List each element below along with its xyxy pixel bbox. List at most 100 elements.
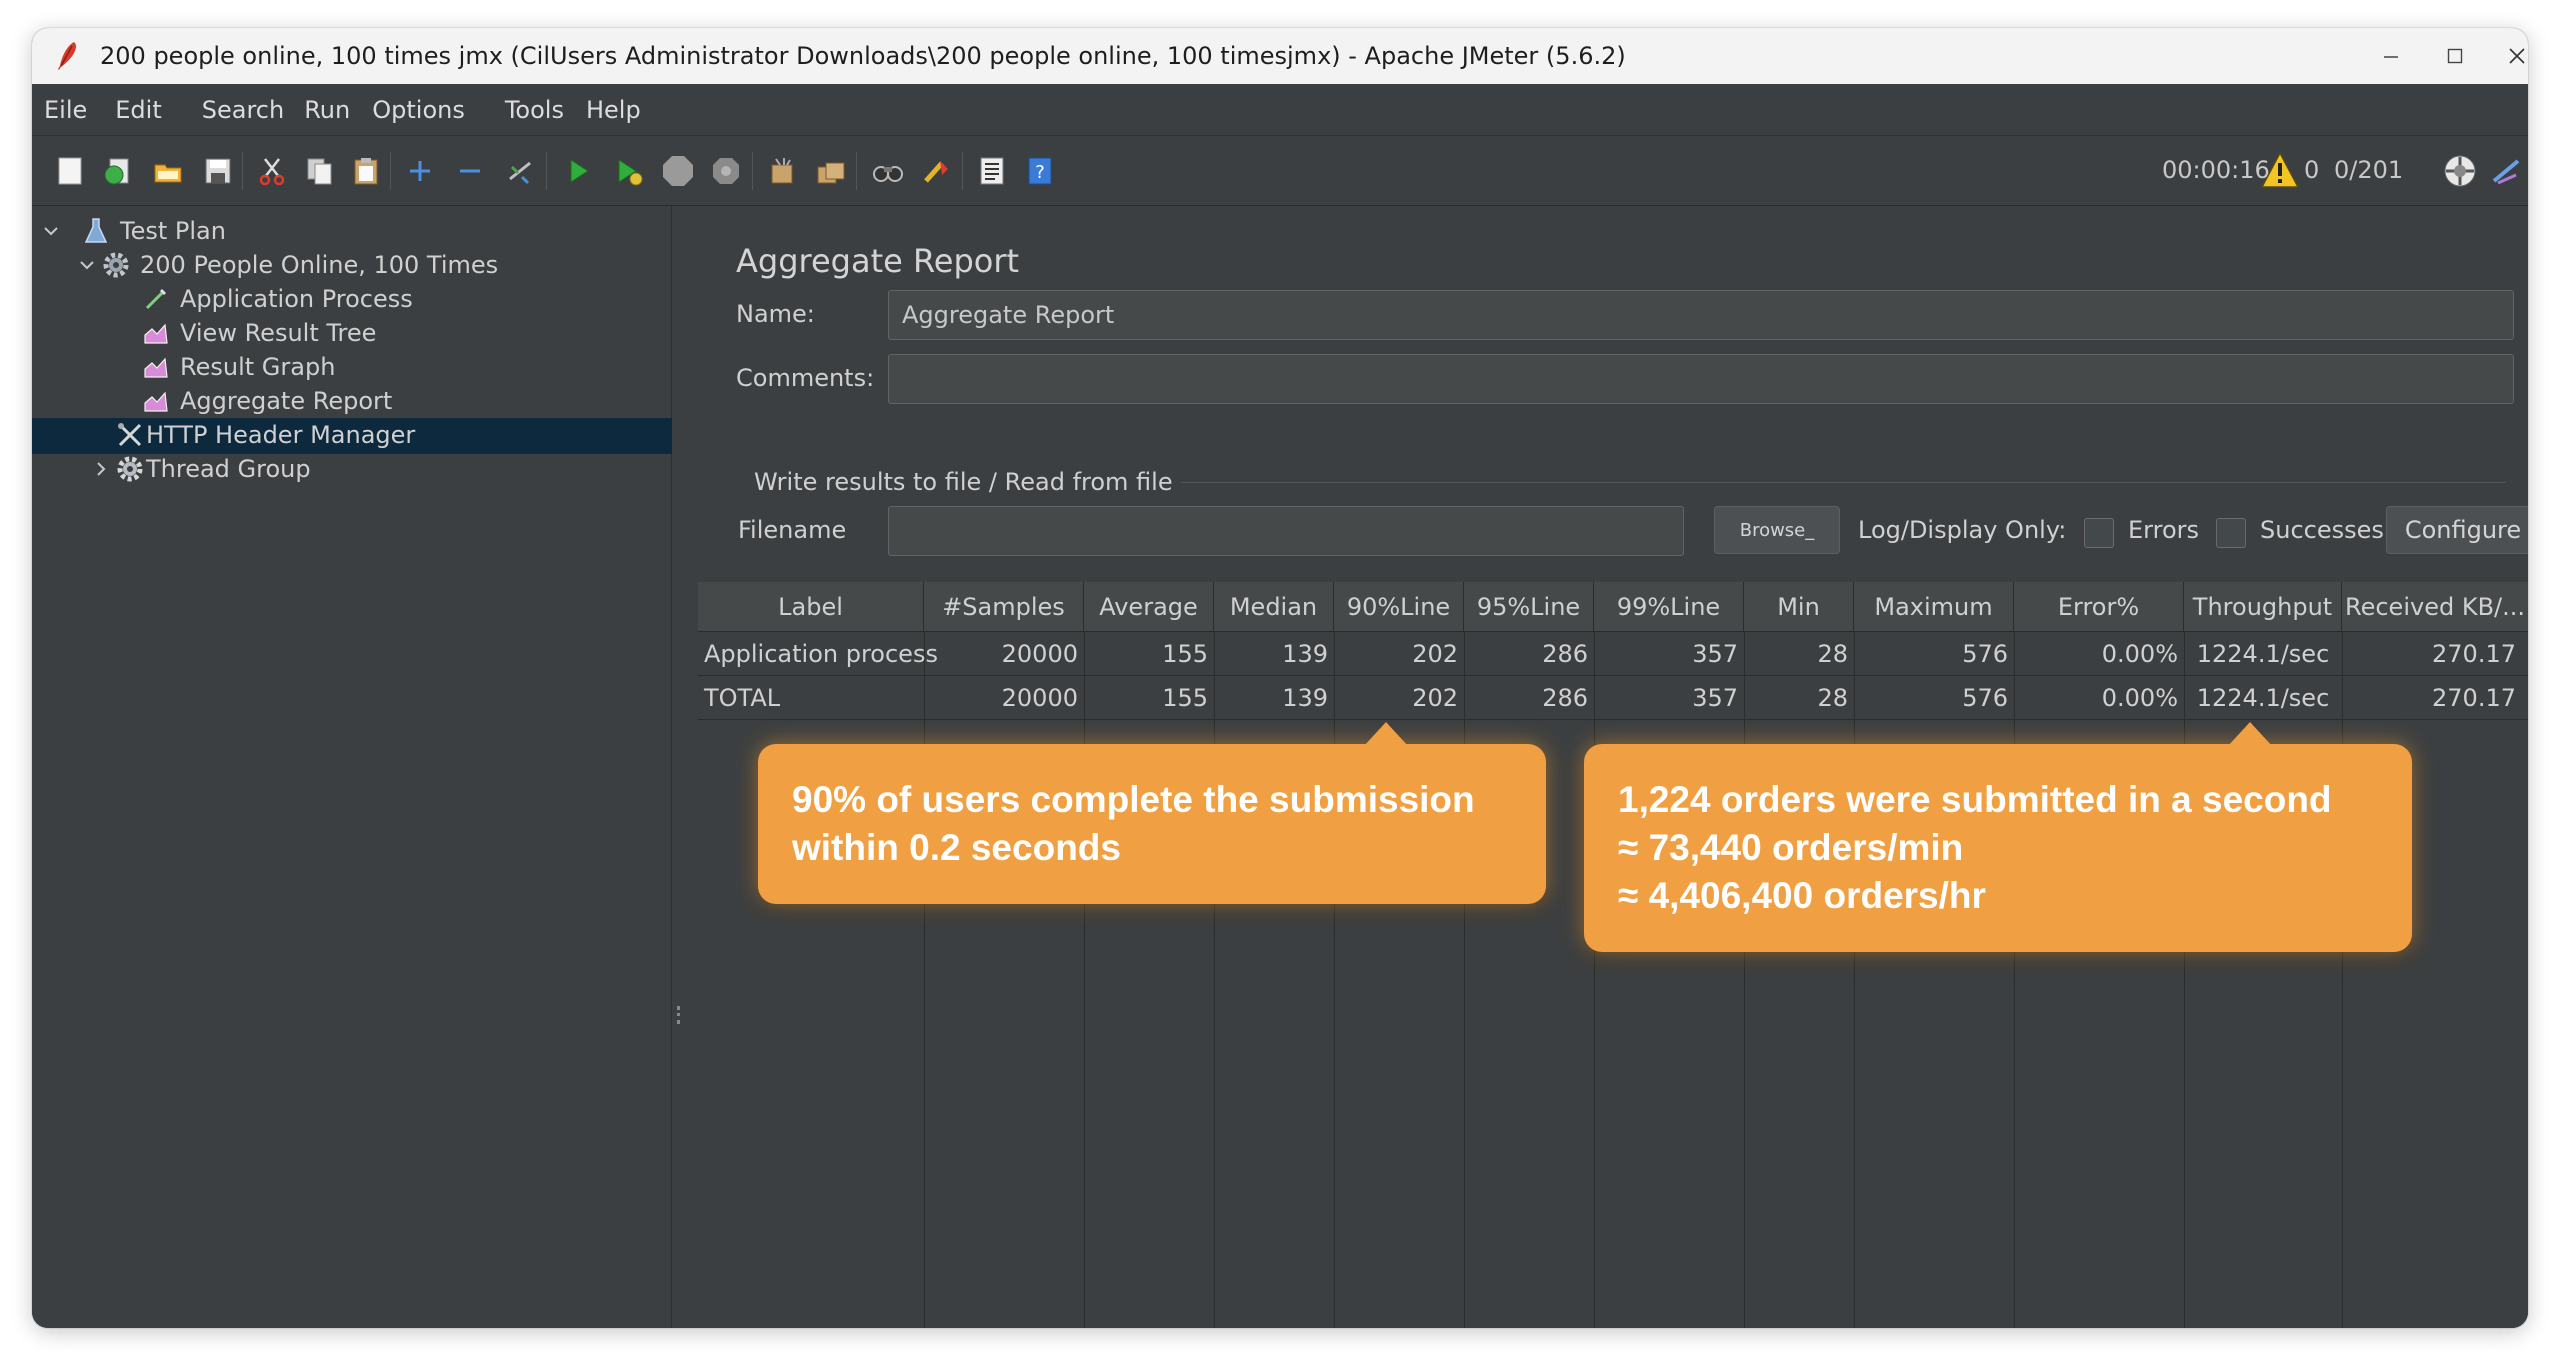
- new-icon[interactable]: [52, 153, 88, 189]
- gear-icon: [116, 455, 144, 483]
- column-header-throughput[interactable]: Throughput: [2184, 582, 2342, 632]
- copy-icon[interactable]: [302, 153, 338, 189]
- sampler-pen-icon: [142, 285, 170, 313]
- shutdown-icon[interactable]: [708, 153, 744, 189]
- listener-chart-icon: [142, 387, 170, 415]
- configure-button[interactable]: Configure: [2386, 506, 2528, 554]
- reset-search-icon[interactable]: [918, 153, 954, 189]
- menu-file[interactable]: Eile: [44, 95, 88, 124]
- filename-field[interactable]: [888, 506, 1684, 556]
- search-icon[interactable]: [870, 153, 906, 189]
- name-field[interactable]: Aggregate Report: [888, 290, 2514, 340]
- comments-field[interactable]: [888, 354, 2514, 404]
- cell-error: 0.00%: [2101, 640, 2178, 668]
- splitter-grip[interactable]: [677, 1006, 680, 1024]
- collapse-icon[interactable]: [452, 153, 488, 189]
- callout-line: 90% of users complete the submission: [792, 779, 1475, 820]
- column-header-min[interactable]: Min: [1744, 582, 1854, 632]
- chevron-down-icon[interactable]: [76, 254, 98, 276]
- panel-title: Aggregate Report: [736, 242, 1020, 280]
- title-bar: 200 people online, 100 times jmx (CilUse…: [32, 28, 2528, 84]
- tree-node-application-process[interactable]: Application Process: [142, 282, 413, 316]
- callout-pointer: [1364, 722, 1408, 746]
- tree-node-aggregate-report[interactable]: Aggregate Report: [142, 384, 392, 418]
- clear-all-icon[interactable]: [812, 153, 848, 189]
- table-row[interactable]: Application process 20000 155 139 202 28…: [698, 632, 2528, 676]
- tree-node-thread-group[interactable]: Thread Group: [97, 452, 311, 486]
- help-icon[interactable]: ?: [1022, 153, 1058, 189]
- menu-tools[interactable]: Tools: [504, 95, 564, 124]
- listener-chart-icon: [142, 319, 170, 347]
- table-row-total[interactable]: TOTAL 20000 155 139 202 286 357 28 576 0…: [698, 676, 2528, 720]
- column-divider: [2342, 632, 2343, 1328]
- cell-maximum: 576: [1962, 640, 2008, 668]
- errors-label: Errors: [2128, 516, 2200, 544]
- column-header-90line[interactable]: 90%Line: [1334, 582, 1464, 632]
- chevron-down-icon[interactable]: [40, 220, 62, 242]
- cell-received: 270.17: [2432, 684, 2516, 712]
- column-header-received[interactable]: Received KB/...: [2345, 593, 2525, 621]
- stop-icon[interactable]: [660, 153, 696, 189]
- close-button[interactable]: [2486, 28, 2528, 84]
- column-header-95line[interactable]: 95%Line: [1464, 582, 1594, 632]
- menu-run[interactable]: Run: [304, 95, 351, 124]
- tree-node-scenario[interactable]: 200 People Online, 100 Times: [80, 248, 498, 282]
- column-divider: [1214, 632, 1215, 1328]
- config-tools-icon: [116, 421, 144, 449]
- start-icon[interactable]: [560, 153, 596, 189]
- tree-node-view-result-tree[interactable]: View Result Tree: [142, 316, 376, 350]
- column-header-error[interactable]: Error%: [2014, 582, 2184, 632]
- toolbar-separator: [962, 152, 963, 190]
- column-header-label[interactable]: Label: [698, 582, 924, 632]
- successes-checkbox[interactable]: [2216, 518, 2246, 548]
- column-divider: [2014, 632, 2015, 1328]
- remote-engines-icon[interactable]: [2442, 153, 2478, 189]
- log-viewer-icon[interactable]: [2488, 153, 2524, 189]
- expand-icon[interactable]: [402, 153, 438, 189]
- column-divider: [1594, 632, 1595, 1328]
- cell-average: 155: [1162, 684, 1208, 712]
- column-header-maximum[interactable]: Maximum: [1854, 582, 2014, 632]
- paste-icon[interactable]: [348, 153, 384, 189]
- errors-checkbox[interactable]: [2084, 518, 2114, 548]
- maximize-button[interactable]: [2424, 28, 2486, 84]
- column-header-median[interactable]: Median: [1214, 582, 1334, 632]
- open-icon[interactable]: [150, 153, 186, 189]
- maximize-icon: [2447, 48, 2463, 64]
- callout-line: within 0.2 seconds: [792, 827, 1121, 868]
- clear-icon[interactable]: [764, 153, 800, 189]
- menu-edit[interactable]: Edit: [115, 95, 162, 124]
- tree-node-test-plan[interactable]: Test Plan: [44, 214, 226, 248]
- log-display-label: Log/Display Only:: [1858, 516, 2067, 544]
- start-no-pause-icon[interactable]: [610, 153, 646, 189]
- tree-node-result-graph[interactable]: Result Graph: [142, 350, 335, 384]
- minimize-button[interactable]: [2360, 28, 2422, 84]
- column-divider: [1464, 632, 1465, 1328]
- tree-node-http-header-manager[interactable]: HTTP Header Manager: [116, 418, 415, 452]
- column-header-samples[interactable]: #Samples: [924, 582, 1084, 632]
- menu-help[interactable]: Help: [585, 95, 641, 124]
- results-table[interactable]: Label #Samples Average Median 90%Line 95…: [698, 582, 2528, 1328]
- toggle-icon[interactable]: [502, 153, 538, 189]
- toolbar-separator: [390, 152, 391, 190]
- templates-icon[interactable]: [100, 153, 136, 189]
- menu-search[interactable]: Search: [201, 95, 285, 124]
- browse-button[interactable]: Browse_: [1714, 506, 1840, 554]
- jmeter-window: 200 people online, 100 times jmx (CilUse…: [32, 28, 2528, 1328]
- chevron-right-icon[interactable]: [90, 458, 112, 480]
- cell-throughput: 1224.1/sec: [2196, 684, 2330, 712]
- close-icon: [2509, 48, 2525, 64]
- split-pane-divider[interactable]: [672, 206, 686, 1328]
- cell-95line: 286: [1542, 640, 1588, 668]
- cut-icon[interactable]: [254, 153, 290, 189]
- column-header-average[interactable]: Average: [1084, 582, 1214, 632]
- warning-icon[interactable]: [2260, 150, 2300, 190]
- tree-label: View Result Tree: [180, 319, 377, 347]
- cell-99line: 357: [1692, 684, 1738, 712]
- column-header-99line[interactable]: 99%Line: [1594, 582, 1744, 632]
- cell-90line: 202: [1412, 684, 1458, 712]
- tree-label: Test Plan: [120, 217, 226, 245]
- save-icon[interactable]: [200, 153, 236, 189]
- menu-options[interactable]: Options: [372, 95, 465, 124]
- function-helper-icon[interactable]: [974, 153, 1010, 189]
